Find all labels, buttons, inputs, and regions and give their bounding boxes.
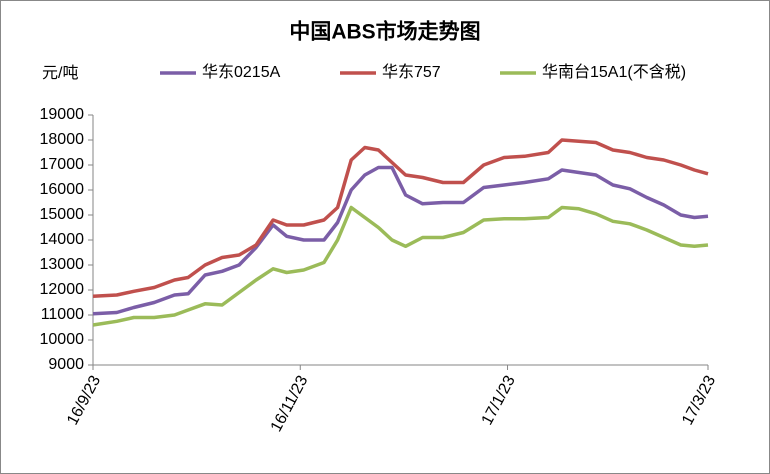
- series-line: [92, 205, 709, 327]
- y-tick-label: 12000: [40, 281, 85, 298]
- y-tick-label: 9000: [48, 356, 84, 373]
- y-tick-label: 19000: [40, 106, 85, 123]
- series-line: [92, 165, 709, 316]
- y-tick-label: 14000: [40, 231, 85, 248]
- series-line: [92, 138, 709, 299]
- legend-label: 华东757: [382, 63, 441, 81]
- legend-label: 华南台15A1(不含税): [542, 63, 686, 81]
- chart-title: 中国ABS市场走势图: [289, 20, 480, 44]
- y-tick-label: 10000: [40, 331, 85, 348]
- y-tick-label: 11000: [41, 306, 84, 323]
- y-axis-label: 元/吨: [42, 64, 78, 82]
- y-tick-label: 16000: [40, 181, 85, 198]
- legend-label: 华东0215A: [202, 63, 281, 81]
- y-tick-label: 13000: [40, 256, 85, 273]
- y-tick-label: 15000: [40, 206, 85, 223]
- y-tick-label: 17000: [40, 156, 85, 173]
- y-tick-label: 18000: [40, 131, 85, 148]
